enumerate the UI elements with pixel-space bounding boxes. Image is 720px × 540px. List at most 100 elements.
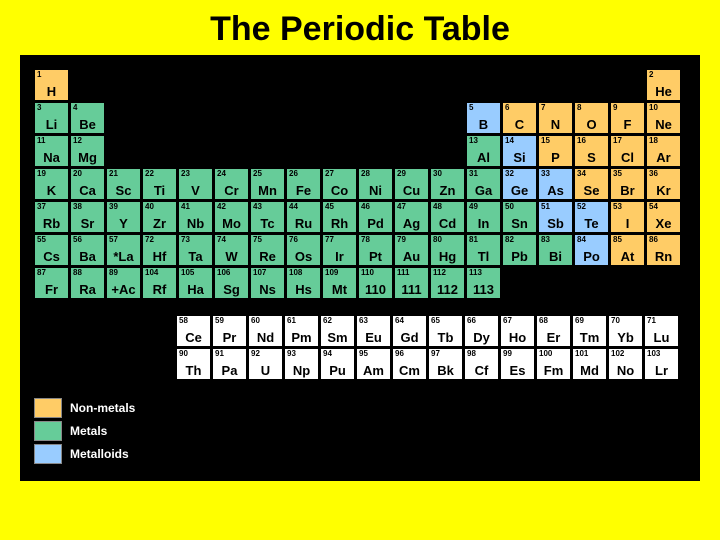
- element-symbol: As: [539, 184, 572, 197]
- element-symbol: V: [179, 184, 212, 197]
- atomic-number: 87: [37, 269, 46, 277]
- element-cell-La: 57*La: [106, 234, 141, 266]
- atomic-number: 93: [287, 350, 296, 358]
- atomic-number: 107: [253, 269, 266, 277]
- element-cell-Np: 93Np: [284, 348, 319, 380]
- atomic-number: 72: [145, 236, 154, 244]
- atomic-number: 24: [217, 170, 226, 178]
- legend-row-metal: Metals: [34, 421, 686, 441]
- element-symbol: Cu: [395, 184, 428, 197]
- atomic-number: 59: [215, 317, 224, 325]
- element-symbol: Rh: [323, 217, 356, 230]
- element-cell-Ar: 18Ar: [646, 135, 681, 167]
- element-symbol: Na: [35, 151, 68, 164]
- element-cell-Th: 90Th: [176, 348, 211, 380]
- element-cell-Sm: 62 Sm: [320, 315, 355, 347]
- element-cell-Ru: 44Ru: [286, 201, 321, 233]
- element-symbol: *La: [107, 250, 140, 263]
- legend: Non-metalsMetalsMetalloids: [34, 398, 686, 464]
- element-cell-W: 74W: [214, 234, 249, 266]
- element-cell-Rf: 104Rf: [142, 267, 177, 299]
- element-cell-Tm: 69Tm: [572, 315, 607, 347]
- element-symbol: Ti: [143, 184, 176, 197]
- element-symbol: Pa: [213, 364, 246, 377]
- atomic-number: 11: [37, 137, 45, 145]
- element-cell-Tl: 81Tl: [466, 234, 501, 266]
- element-symbol: Os: [287, 250, 320, 263]
- element-symbol: C: [503, 118, 536, 131]
- element-cell-Ir: 77Ir: [322, 234, 357, 266]
- element-symbol: Mn: [251, 184, 284, 197]
- element-cell-Cl: 17Cl: [610, 135, 645, 167]
- element-cell-Pa: 91Pa: [212, 348, 247, 380]
- element-cell-B: 5B: [466, 102, 501, 134]
- element-symbol: Mo: [215, 217, 248, 230]
- element-cell-Sn: 50Sn: [502, 201, 537, 233]
- element-symbol: 111: [395, 283, 428, 296]
- element-symbol: Ce: [177, 331, 210, 344]
- atomic-number: 97: [431, 350, 440, 358]
- atomic-number: 82: [505, 236, 514, 244]
- atomic-number: 68: [539, 317, 548, 325]
- element-cell-At: 85At: [610, 234, 645, 266]
- element-cell-Po: 84Po: [574, 234, 609, 266]
- element-cell-Sr: 38Sr: [70, 201, 105, 233]
- atomic-number: 40: [145, 203, 154, 211]
- element-symbol: Zr: [143, 217, 176, 230]
- atomic-number: 110: [361, 269, 374, 277]
- element-cell-Es: 99Es: [500, 348, 535, 380]
- element-cell-Pb: 82Pb: [502, 234, 537, 266]
- atomic-number: 63: [359, 317, 368, 325]
- atomic-number: 42: [217, 203, 226, 211]
- element-symbol: Lu: [645, 331, 678, 344]
- element-symbol: Bi: [539, 250, 572, 263]
- atomic-number: 67: [503, 317, 512, 325]
- element-cell-Br: 35Br: [610, 168, 645, 200]
- element-symbol: Bk: [429, 364, 462, 377]
- element-cell-Ba: 56Ba: [70, 234, 105, 266]
- atomic-number: 36: [649, 170, 658, 178]
- atomic-number: 8: [577, 104, 581, 112]
- atomic-number: 10: [649, 104, 658, 112]
- element-cell-No: 102No: [608, 348, 643, 380]
- atomic-number: 17: [613, 137, 622, 145]
- element-cell-O: 8O: [574, 102, 609, 134]
- element-cell-Pm: 61Pm: [284, 315, 319, 347]
- element-symbol: Eu: [357, 331, 390, 344]
- element-symbol: Ir: [323, 250, 356, 263]
- element-symbol: Sm: [321, 331, 354, 344]
- element-symbol: P: [539, 151, 572, 164]
- element-cell-Au: 79Au: [394, 234, 429, 266]
- atomic-number: 18: [649, 137, 658, 145]
- element-cell-Zn: 30 Zn: [430, 168, 465, 200]
- atomic-number: 27: [325, 170, 334, 178]
- element-symbol: Fe: [287, 184, 320, 197]
- atomic-number: 90: [179, 350, 188, 358]
- element-symbol: Nd: [249, 331, 282, 344]
- element-cell-Cr: 24Cr: [214, 168, 249, 200]
- atomic-number: 106: [217, 269, 230, 277]
- element-cell-Se: 34Se: [574, 168, 609, 200]
- element-cell-Mg: 12Mg: [70, 135, 105, 167]
- element-cell-Mo: 42 Mo: [214, 201, 249, 233]
- atomic-number: 49: [469, 203, 478, 211]
- atomic-number: 30: [433, 170, 442, 178]
- element-cell-Lu: 71Lu: [644, 315, 679, 347]
- atomic-number: 74: [217, 236, 226, 244]
- element-symbol: Xe: [647, 217, 680, 230]
- element-cell-111: 111111: [394, 267, 429, 299]
- atomic-number: 109: [325, 269, 338, 277]
- element-symbol: Cd: [431, 217, 464, 230]
- element-symbol: Au: [395, 250, 428, 263]
- element-cell-Ra: 88Ra: [70, 267, 105, 299]
- element-symbol: Ru: [287, 217, 320, 230]
- atomic-number: 3: [37, 104, 41, 112]
- element-symbol: Ni: [359, 184, 392, 197]
- atomic-number: 20: [73, 170, 82, 178]
- element-symbol: Zn: [431, 184, 464, 197]
- atomic-number: 69: [575, 317, 584, 325]
- atomic-number: 62: [323, 317, 332, 325]
- atomic-number: 66: [467, 317, 476, 325]
- element-cell-Am: 95Am: [356, 348, 391, 380]
- element-cell-Na: 11 Na: [34, 135, 69, 167]
